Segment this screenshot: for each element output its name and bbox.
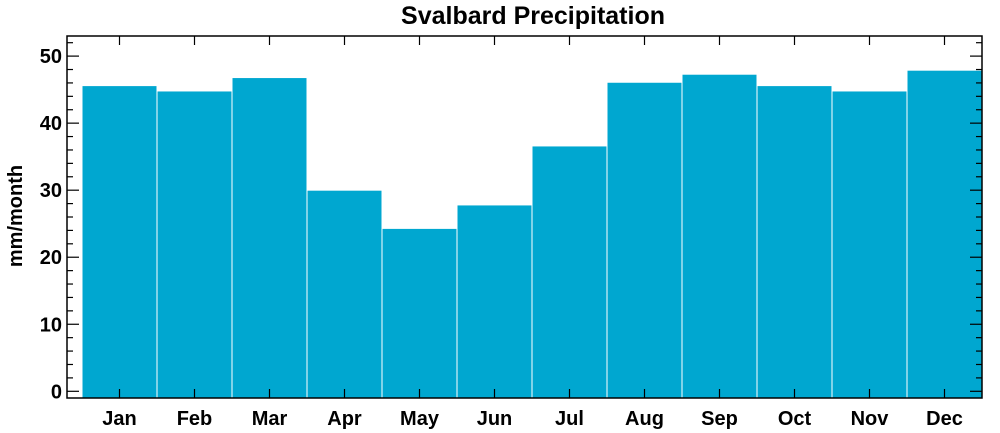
bar-aug <box>606 81 683 399</box>
x-ticks-group: Jan Feb Mar Apr May Jun Jul Aug Sep Oct Nov Dec <box>102 36 963 430</box>
x-tick-label: Oct <box>778 408 812 430</box>
x-tick-label: Jul <box>555 408 584 430</box>
x-tick-label: Mar <box>252 408 288 430</box>
bar-nov <box>831 90 908 399</box>
bar-apr <box>306 189 383 399</box>
y-tick-label: 10 <box>40 314 62 336</box>
x-tick-label: Jan <box>102 408 136 430</box>
x-tick-label: Aug <box>625 408 664 430</box>
y-tick-label: 50 <box>40 46 62 68</box>
y-tick-label: 30 <box>40 180 62 202</box>
x-tick-label: Feb <box>177 408 213 430</box>
x-tick-label: Jun <box>477 408 513 430</box>
bar-feb <box>156 90 233 399</box>
bar-mar <box>231 77 308 399</box>
bar-jul <box>531 145 608 399</box>
x-tick-label: Apr <box>327 408 362 430</box>
bar-may <box>381 227 458 399</box>
bar-jan <box>81 85 158 399</box>
bar-oct <box>756 85 833 399</box>
y-tick-label: 40 <box>40 113 62 135</box>
y-ticks-group: 0 10 20 30 40 50 <box>40 42 982 403</box>
y-axis-label: mm/month <box>5 165 27 267</box>
chart-title: Svalbard Precipitation <box>401 2 665 30</box>
bar-dec <box>906 69 983 399</box>
x-tick-label: Sep <box>701 408 738 430</box>
y-tick-label: 0 <box>51 381 62 403</box>
bars-group <box>81 69 983 399</box>
x-tick-label: Dec <box>926 408 963 430</box>
x-tick-label: Nov <box>851 408 890 430</box>
plot-frame <box>66 35 983 399</box>
x-tick-label: May <box>400 408 440 430</box>
bar-jun <box>456 204 533 399</box>
y-tick-label: 20 <box>40 247 62 269</box>
bar-sep <box>681 73 758 399</box>
